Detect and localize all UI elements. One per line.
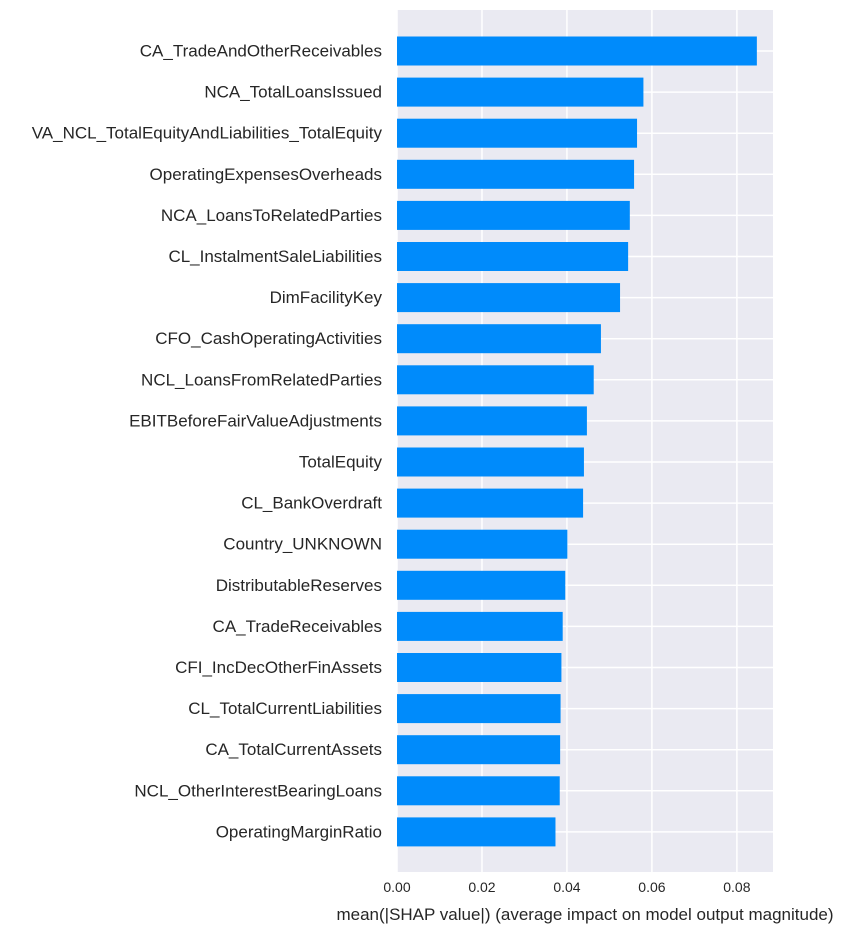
y-tick-label: VA_NCL_TotalEquityAndLiabilities_TotalEq… [32, 124, 383, 143]
x-tick-label: 0.00 [383, 879, 410, 895]
bar [397, 776, 560, 806]
bar [397, 283, 621, 313]
y-tick-label: DimFacilityKey [270, 288, 383, 307]
bar [397, 570, 566, 600]
y-tick-label: CA_TradeAndOtherReceivables [140, 42, 382, 61]
bar [397, 653, 562, 682]
bar [397, 200, 630, 230]
bar [397, 118, 638, 148]
y-tick-label: CA_TotalCurrentAssets [205, 740, 382, 759]
y-tick-label: NCA_LoansToRelatedParties [161, 206, 382, 225]
bar [397, 36, 757, 66]
bar [397, 406, 587, 436]
x-tick-label: 0.04 [553, 879, 580, 895]
x-axis-label: mean(|SHAP value|) (average impact on mo… [336, 905, 833, 924]
y-tick-label: CL_BankOverdraft [241, 494, 382, 513]
bar [397, 735, 561, 765]
bar [397, 365, 594, 395]
y-tick-label: EBITBeforeFairValueAdjustments [129, 411, 382, 430]
y-tick-label: OperatingExpensesOverheads [150, 165, 382, 184]
y-tick-label: NCL_OtherInterestBearingLoans [134, 781, 382, 800]
y-tick-labels: CA_TradeAndOtherReceivables NCA_TotalLoan… [32, 42, 383, 842]
y-tick-label: CL_InstalmentSaleLiabilities [168, 247, 382, 266]
y-tick-label: CFI_IncDecOtherFinAssets [175, 658, 382, 677]
x-tick-labels: 0.00 0.02 0.04 0.06 0.08 [383, 879, 750, 895]
bar [397, 694, 561, 724]
bar [397, 817, 556, 847]
bar [397, 242, 629, 271]
y-tick-label: Country_UNKNOWN [223, 535, 382, 554]
bar [397, 159, 635, 189]
bar [397, 447, 584, 477]
y-tick-label: NCA_TotalLoansIssued [204, 83, 382, 102]
bar [397, 77, 644, 107]
x-tick-label: 0.02 [468, 879, 495, 895]
plot-area [397, 10, 773, 872]
y-tick-label: CL_TotalCurrentLiabilities [188, 699, 382, 718]
bar [397, 488, 584, 518]
y-tick-label: NCL_LoansFromRelatedParties [141, 370, 382, 389]
x-tick-label: 0.06 [638, 879, 665, 895]
y-tick-label: DistributableReserves [216, 576, 382, 595]
bar [397, 324, 601, 354]
bar [397, 529, 568, 559]
bar [397, 611, 563, 641]
x-tick-label: 0.08 [723, 879, 750, 895]
y-tick-label: CFO_CashOperatingActivities [155, 329, 382, 348]
bars [397, 36, 757, 847]
y-tick-label: TotalEquity [299, 453, 383, 472]
y-tick-label: CA_TradeReceivables [213, 617, 382, 636]
y-tick-label: OperatingMarginRatio [216, 822, 382, 841]
